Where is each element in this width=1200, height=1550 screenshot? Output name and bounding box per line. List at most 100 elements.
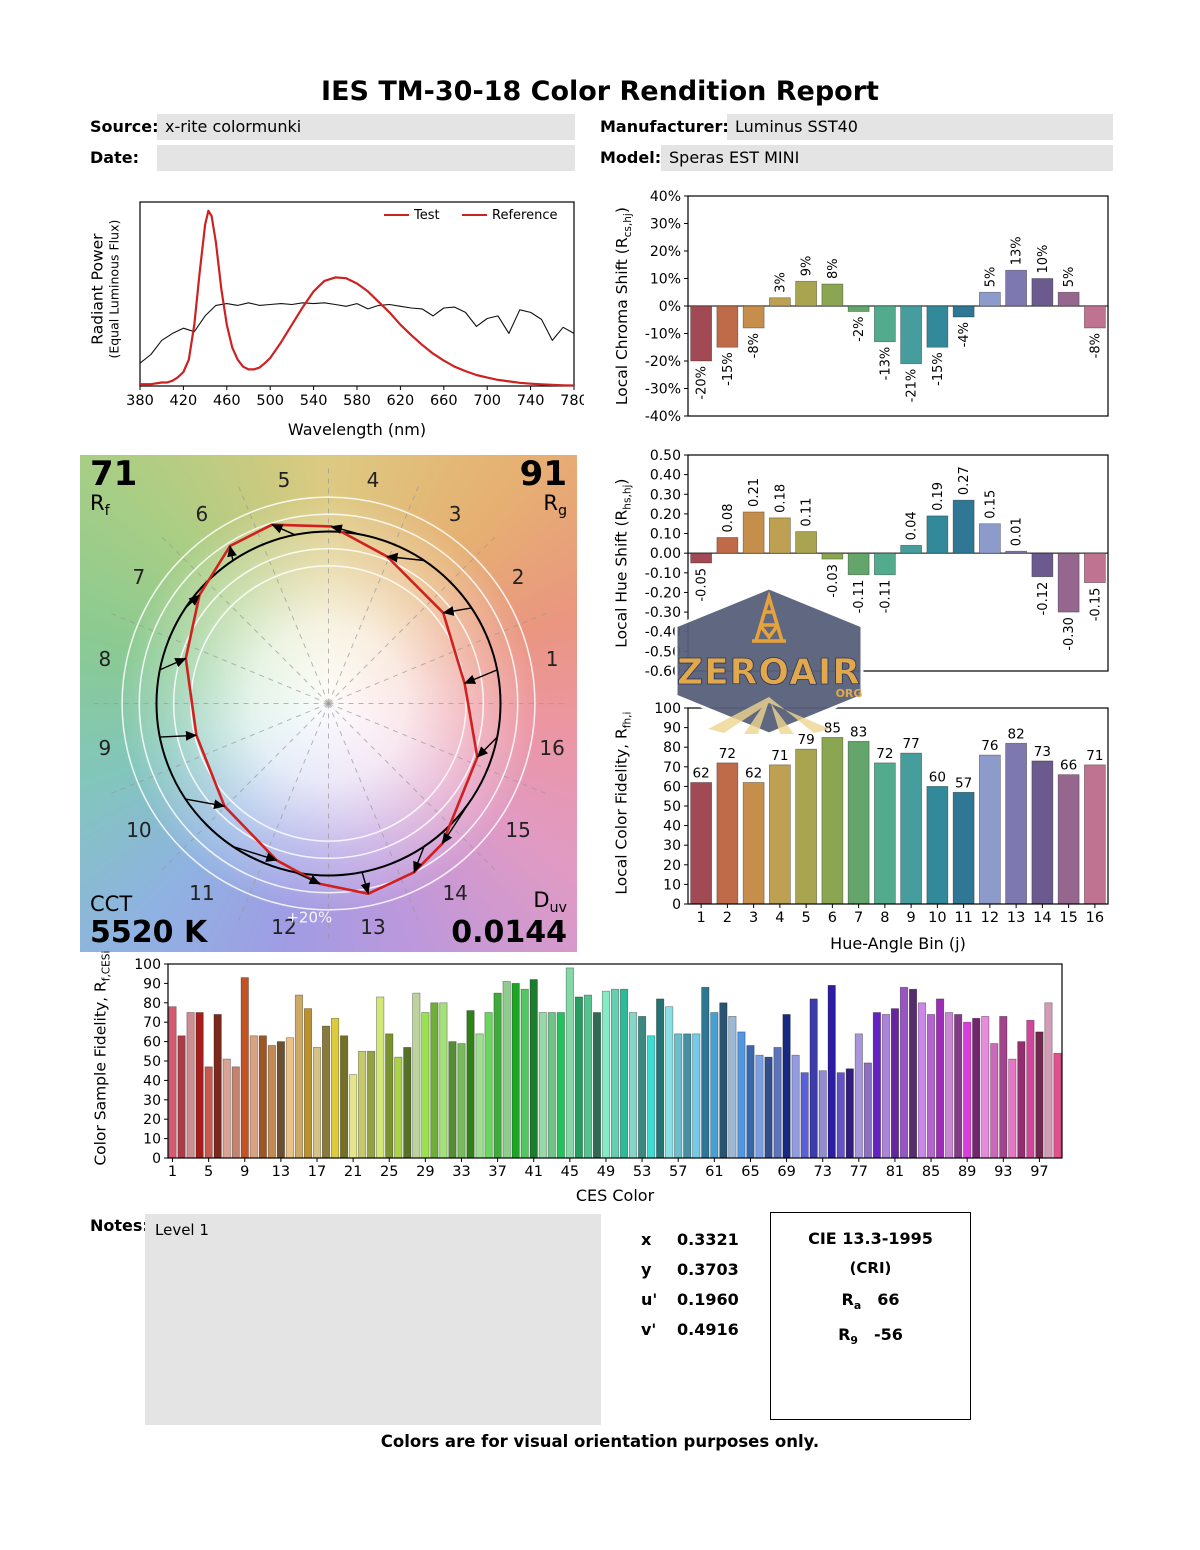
local_fidelity-bar-2 bbox=[716, 762, 739, 905]
hue_shift-bar-14 bbox=[1031, 552, 1054, 578]
ces_fidelity-bar-44 bbox=[556, 1012, 565, 1159]
local_fidelity-bar-16 bbox=[1084, 764, 1106, 905]
local_fidelity-bar-1 bbox=[690, 782, 712, 905]
svg-text:40: 40 bbox=[663, 819, 681, 835]
ces_fidelity-bar-9 bbox=[240, 977, 249, 1159]
svg-text:5%: 5% bbox=[983, 267, 998, 288]
ces_fidelity-bar-52 bbox=[629, 1012, 638, 1159]
ces_fidelity-bar-33 bbox=[457, 1043, 466, 1159]
svg-text:12: 12 bbox=[271, 915, 296, 939]
svg-text:0.18: 0.18 bbox=[773, 484, 788, 513]
ra-row: Ra 66 bbox=[771, 1290, 970, 1312]
ces_fidelity-bar-31 bbox=[439, 1002, 448, 1159]
svg-text:0.21: 0.21 bbox=[747, 478, 762, 507]
local-fidelity-chart: 0 10 20 30 40 50 60 70 80 90 100 62 72 62 71 79 85 83 72 77… bbox=[638, 698, 1116, 960]
svg-text:-30%: -30% bbox=[645, 382, 681, 398]
svg-text:Test: Test bbox=[413, 208, 440, 223]
ces_fidelity-bar-45 bbox=[565, 967, 574, 1159]
ces_fidelity-bar-4 bbox=[195, 1012, 204, 1159]
ces_fidelity-bar-81 bbox=[890, 1008, 899, 1159]
ces_fidelity-bar-5 bbox=[204, 1066, 213, 1159]
svg-text:780: 780 bbox=[560, 393, 584, 409]
source-label: Source: bbox=[90, 117, 159, 136]
svg-text:16: 16 bbox=[539, 736, 564, 760]
svg-text:90: 90 bbox=[663, 721, 681, 737]
notes-label: Notes: bbox=[90, 1216, 149, 1235]
duv-label: Duv bbox=[533, 887, 567, 916]
svg-text:4: 4 bbox=[367, 468, 380, 492]
color-vector-graphic: 1 2 3 4 5 6 7 8 9 10 11 12 13 14 15 16 +20% 71 Rf 91 Rg … bbox=[80, 455, 577, 952]
ces_fidelity-bar-3 bbox=[186, 1012, 195, 1159]
chroma_shift-bar-6 bbox=[821, 283, 844, 307]
ces_fidelity-bar-37 bbox=[493, 992, 502, 1159]
rf-value: 71 bbox=[90, 454, 138, 494]
svg-text:9: 9 bbox=[240, 1164, 249, 1180]
svg-text:-0.11: -0.11 bbox=[878, 580, 893, 614]
ces_fidelity-bar-96 bbox=[1026, 1019, 1035, 1159]
date-field bbox=[157, 145, 575, 171]
svg-text:0.20: 0.20 bbox=[650, 507, 681, 523]
svg-text:0.27: 0.27 bbox=[957, 466, 972, 495]
svg-text:13: 13 bbox=[360, 915, 385, 939]
svg-text:0.01: 0.01 bbox=[1010, 517, 1025, 546]
svg-text:4: 4 bbox=[775, 910, 784, 926]
svg-text:1: 1 bbox=[546, 647, 559, 671]
chroma-shift-block: Local Chroma Shift (Rcs,hj) -40% -30% -20%… bbox=[610, 188, 1122, 428]
ces_fidelity-bar-85 bbox=[927, 1014, 936, 1159]
duv-block: Duv 0.0144 bbox=[451, 887, 567, 950]
cct-value: 5520 K bbox=[90, 914, 208, 950]
source-value: x-rite colormunki bbox=[165, 117, 302, 136]
svg-text:13: 13 bbox=[1007, 910, 1025, 926]
ces_fidelity-bar-91 bbox=[981, 1016, 990, 1159]
svg-text:69: 69 bbox=[777, 1164, 795, 1180]
svg-text:20: 20 bbox=[143, 1112, 161, 1128]
ces_fidelity-bar-13 bbox=[276, 1041, 285, 1159]
svg-text:0%: 0% bbox=[659, 299, 681, 315]
hue_shift-bar-8 bbox=[874, 552, 896, 576]
svg-text:93: 93 bbox=[994, 1164, 1012, 1180]
chroma_shift-bar-9 bbox=[900, 305, 922, 365]
model-label: Model: bbox=[600, 148, 662, 167]
svg-text:40: 40 bbox=[143, 1073, 161, 1089]
svg-text:65: 65 bbox=[741, 1164, 759, 1180]
chromaticity-y-row: y 0.3703 bbox=[641, 1260, 739, 1279]
duv-value: 0.0144 bbox=[451, 914, 567, 950]
svg-text:-15%: -15% bbox=[721, 352, 736, 386]
svg-text:700: 700 bbox=[473, 393, 501, 409]
hue_shift-bar-11 bbox=[952, 499, 975, 554]
cct-block: CCT 5520 K bbox=[90, 893, 207, 948]
local-fidelity-block: Local Color Fidelity, Rfh,i 0 10 20 30 40 50 6… bbox=[610, 698, 1122, 960]
svg-text:580: 580 bbox=[343, 393, 371, 409]
hue_shift-bar-12 bbox=[979, 523, 1001, 554]
cie-subtitle: (CRI) bbox=[849, 1259, 892, 1277]
svg-text:1: 1 bbox=[168, 1164, 177, 1180]
svg-text:81: 81 bbox=[886, 1164, 904, 1180]
ces_fidelity-bar-24 bbox=[376, 996, 385, 1159]
svg-text:-0.60: -0.60 bbox=[645, 664, 681, 679]
svg-text:25: 25 bbox=[380, 1164, 398, 1180]
cri-box: CIE 13.3-1995 (CRI) Ra 66 R9 -56 bbox=[770, 1212, 971, 1420]
chroma_shift-bar-1 bbox=[690, 305, 712, 362]
ces_fidelity-bar-78 bbox=[863, 1062, 872, 1159]
svg-text:37: 37 bbox=[488, 1164, 506, 1180]
footer-note: Colors are for visual orientation purpos… bbox=[380, 1432, 820, 1451]
local_fidelity-bar-5 bbox=[795, 748, 817, 905]
ces_fidelity-bar-94 bbox=[1008, 1058, 1017, 1159]
ces_fidelity-bar-19 bbox=[331, 1017, 340, 1159]
svg-text:21: 21 bbox=[344, 1164, 362, 1180]
ces_fidelity-bar-10 bbox=[249, 1035, 258, 1159]
ces_fidelity-bar-54 bbox=[647, 1035, 656, 1159]
local_fidelity-bar-3 bbox=[742, 782, 765, 905]
ces_fidelity-bar-70 bbox=[791, 1054, 800, 1159]
svg-text:100: 100 bbox=[134, 957, 161, 973]
ces_fidelity-bar-60 bbox=[701, 986, 710, 1159]
svg-text:8%: 8% bbox=[826, 258, 841, 279]
svg-text:0.11: 0.11 bbox=[800, 498, 815, 527]
ces_fidelity-bar-35 bbox=[475, 1033, 484, 1159]
page-title: IES TM-30-18 Color Rendition Report bbox=[321, 76, 879, 107]
hue_shift-bar-6 bbox=[821, 552, 844, 560]
rg-label: Rg bbox=[543, 490, 567, 519]
hue_shift-bar-9 bbox=[900, 544, 922, 554]
svg-text:11: 11 bbox=[189, 881, 214, 905]
ces_fidelity-bar-64 bbox=[737, 1031, 746, 1159]
